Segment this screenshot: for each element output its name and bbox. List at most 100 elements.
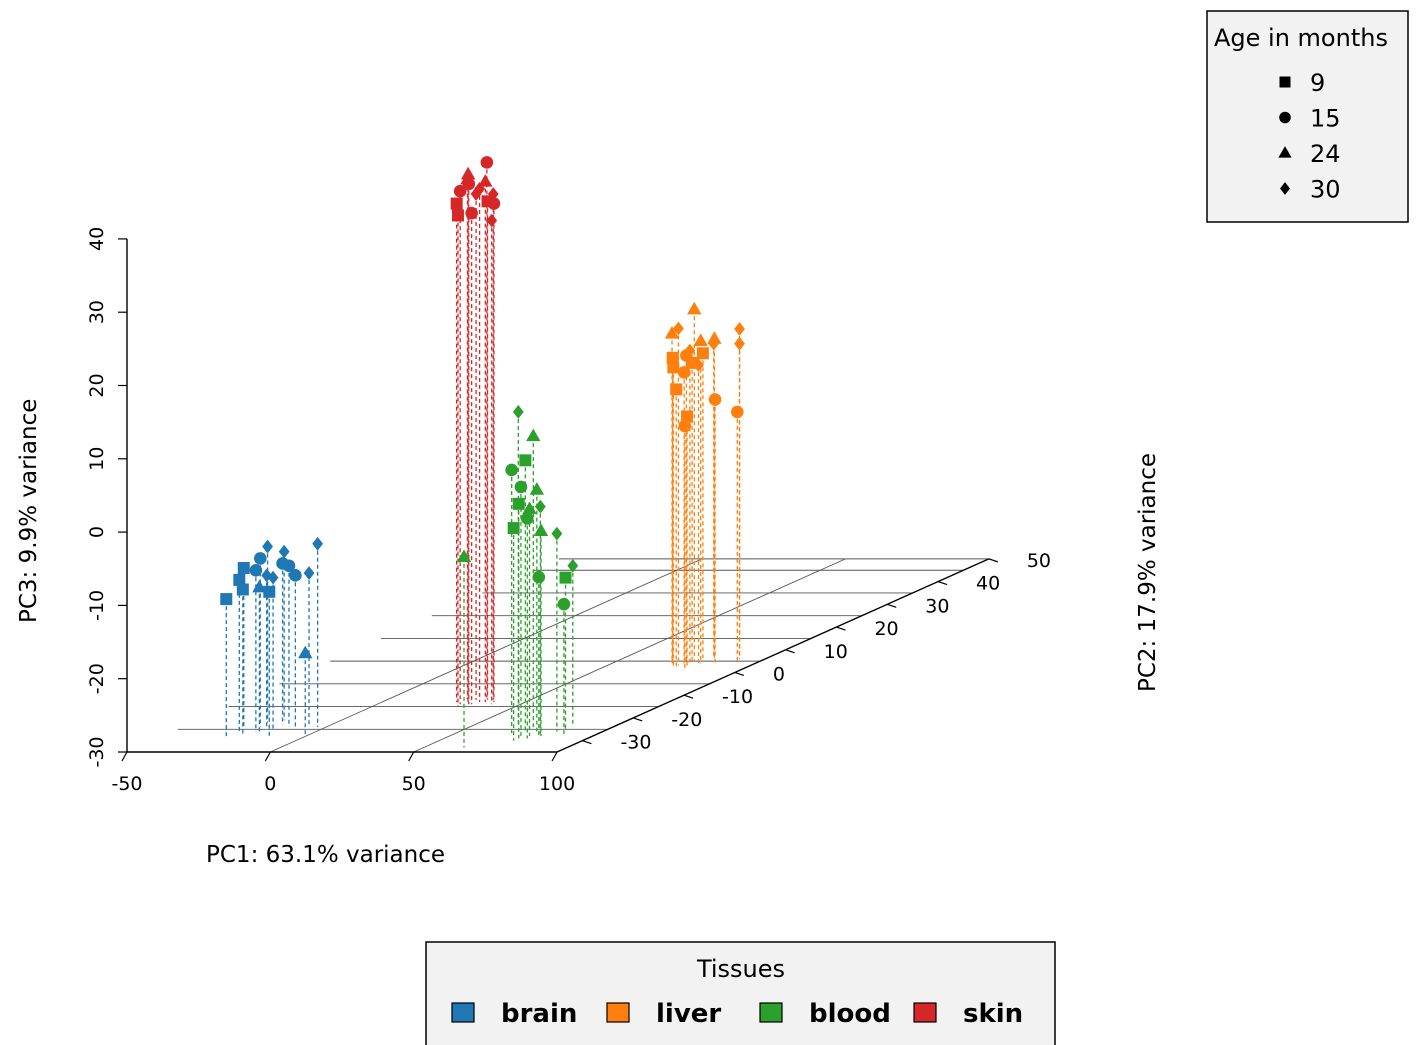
point-skin bbox=[486, 213, 498, 228]
age-legend-title: Age in months bbox=[1214, 24, 1388, 52]
z-tick-label: 20 bbox=[86, 373, 108, 397]
z-tick-label: -20 bbox=[86, 663, 108, 694]
point-brain bbox=[261, 568, 273, 583]
point-liver bbox=[664, 326, 680, 339]
y-tick-mark bbox=[937, 581, 948, 586]
y-tick-label: 50 bbox=[1027, 550, 1051, 572]
point-brain bbox=[249, 563, 263, 577]
point-brain bbox=[278, 544, 290, 559]
tissue-legend-label-brain: brain bbox=[501, 999, 577, 1029]
y-tick-mark bbox=[633, 717, 643, 722]
point-skin bbox=[487, 197, 501, 210]
age-legend-label: 30 bbox=[1310, 176, 1341, 204]
data-points bbox=[220, 156, 745, 659]
point-blood bbox=[514, 480, 528, 494]
point-brain bbox=[252, 579, 267, 593]
point-blood bbox=[533, 523, 549, 536]
point-brain bbox=[303, 566, 315, 580]
point-brain bbox=[289, 569, 302, 582]
age-legend-box bbox=[1206, 10, 1409, 223]
point-skin bbox=[480, 156, 494, 169]
tissue-legend-swatch-brain bbox=[451, 1002, 475, 1023]
tissue-legend-swatch-skin bbox=[913, 1002, 937, 1023]
y-tick-mark bbox=[836, 626, 846, 631]
point-brain bbox=[312, 536, 324, 551]
point-skin bbox=[460, 166, 476, 180]
y-axis-line bbox=[556, 558, 990, 753]
z-tick-label: 40 bbox=[86, 227, 108, 251]
point-liver bbox=[687, 301, 702, 315]
tissue-legend-label-skin: skin bbox=[963, 999, 1023, 1029]
y-axis-title: PC2: 17.9% variance bbox=[1135, 453, 1161, 692]
point-skin bbox=[462, 177, 476, 191]
point-liver bbox=[731, 405, 744, 419]
point-blood bbox=[512, 497, 525, 510]
x-tick-labels: -50 0 50 100 bbox=[111, 751, 575, 795]
point-liver bbox=[734, 322, 745, 336]
point-blood bbox=[557, 597, 571, 611]
y-tick-mark bbox=[582, 740, 592, 745]
point-brain bbox=[298, 645, 313, 659]
tissue-legend-label-blood: blood bbox=[809, 999, 891, 1029]
point-blood bbox=[521, 512, 534, 525]
age-legend-symbol bbox=[1279, 111, 1291, 124]
point-liver bbox=[681, 410, 694, 423]
point-liver bbox=[684, 343, 696, 358]
point-brain bbox=[282, 559, 296, 573]
age-legend-label: 9 bbox=[1310, 69, 1325, 97]
tissue-legend-swatch-liver bbox=[606, 1002, 630, 1023]
y-tick-mark bbox=[734, 671, 745, 677]
z-tick-label: 10 bbox=[86, 447, 108, 471]
y-tick-label: -20 bbox=[671, 709, 702, 731]
point-skin bbox=[478, 174, 493, 187]
age-legend-label: 24 bbox=[1310, 140, 1341, 168]
y-tick-mark bbox=[887, 603, 897, 608]
x-tick-mark bbox=[121, 751, 128, 762]
tissue-legend-title: Tissues bbox=[696, 955, 785, 983]
point-brain bbox=[220, 593, 233, 606]
point-liver bbox=[667, 361, 680, 374]
point-blood bbox=[507, 522, 520, 535]
floor-grid bbox=[177, 558, 989, 753]
age-legend-symbol bbox=[1278, 146, 1292, 158]
point-liver bbox=[696, 347, 709, 360]
y-tick-labels: -30 -20 -10 0 10 20 30 40 50 bbox=[582, 550, 1051, 754]
point-liver bbox=[734, 336, 745, 351]
y-tick-label: -30 bbox=[620, 732, 651, 754]
x-axis-title: PC1: 63.1% variance bbox=[206, 842, 445, 868]
point-blood bbox=[505, 463, 518, 477]
x-tick-mark bbox=[408, 751, 415, 762]
z-tick-label: -10 bbox=[86, 590, 108, 621]
age-legend-label: 15 bbox=[1310, 105, 1341, 133]
tissue-legend-label-liver: liver bbox=[656, 999, 721, 1029]
point-blood bbox=[522, 501, 537, 514]
x-tick-label: 100 bbox=[539, 773, 575, 795]
point-liver bbox=[678, 419, 692, 433]
y-tick-mark bbox=[988, 558, 999, 563]
x-tick-label: -50 bbox=[111, 773, 142, 795]
y-tick-label: -10 bbox=[722, 686, 753, 708]
point-skin bbox=[451, 209, 464, 222]
y-tick-mark bbox=[785, 649, 795, 654]
point-brain bbox=[236, 583, 249, 596]
point-blood bbox=[551, 526, 563, 541]
x-tick-mark bbox=[551, 751, 558, 762]
tissue-legend-swatch-blood bbox=[759, 1002, 783, 1023]
point-liver bbox=[693, 358, 704, 373]
point-brain bbox=[253, 552, 267, 565]
point-liver bbox=[693, 333, 708, 346]
point-brain bbox=[262, 539, 273, 554]
z-tick-label: 30 bbox=[86, 300, 108, 324]
y-tick-label: 20 bbox=[874, 618, 898, 640]
point-blood bbox=[567, 558, 579, 573]
point-skin bbox=[487, 187, 499, 201]
tissue-legend-box bbox=[425, 941, 1056, 1045]
tissue-legend: Tissues brain liver blood skin bbox=[425, 941, 1056, 1045]
point-blood bbox=[532, 570, 546, 584]
point-skin bbox=[453, 184, 467, 198]
grid-line-x bbox=[413, 558, 846, 753]
point-liver bbox=[666, 351, 679, 364]
point-liver bbox=[670, 383, 683, 396]
y-tick-label: 10 bbox=[824, 641, 848, 663]
axes bbox=[126, 238, 990, 753]
